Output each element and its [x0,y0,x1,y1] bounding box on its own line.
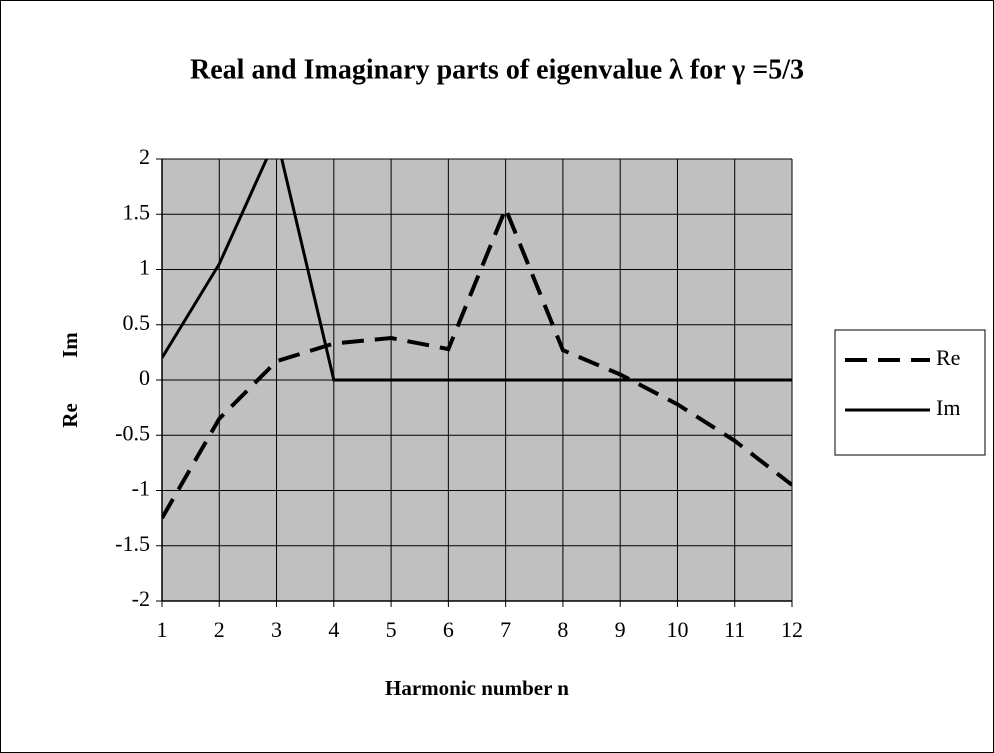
series-line [162,159,792,382]
x-tick-label: 11 [724,617,745,642]
y-tick-label: 1.5 [123,199,151,224]
y-tick-label: 0 [139,365,150,390]
y-tick-label: -2 [132,586,150,611]
y-tick-label: -1 [132,476,150,501]
legend-label: Re [936,345,960,370]
x-tick-label: 10 [666,617,688,642]
series-line [162,203,792,520]
legend [834,329,986,456]
x-tick-label: 4 [328,617,339,642]
legend-label: Im [936,395,960,420]
x-tick-label: 9 [615,617,626,642]
x-tick-label: 3 [271,617,282,642]
x-tick-label: 6 [443,617,454,642]
x-tick-label: 12 [781,617,803,642]
y-tick-label: 1 [139,255,150,280]
x-axis-title: Harmonic number n [385,676,569,700]
y-axis-title: Re Im [58,332,82,428]
y-tick-label: 2 [139,144,150,169]
x-tick-label: 7 [500,617,511,642]
chart-title: Real and Imaginary parts of eigenvalue λ… [190,54,804,85]
plot-lines [162,159,792,520]
x-tick-label: 2 [214,617,225,642]
y-tick-label: -1.5 [115,531,150,556]
x-tick-label: 1 [157,617,168,642]
x-tick-label: 8 [557,617,568,642]
y-tick-label: 0.5 [123,310,151,335]
x-tick-label: 5 [386,617,397,642]
y-tick-label: -0.5 [115,420,150,445]
